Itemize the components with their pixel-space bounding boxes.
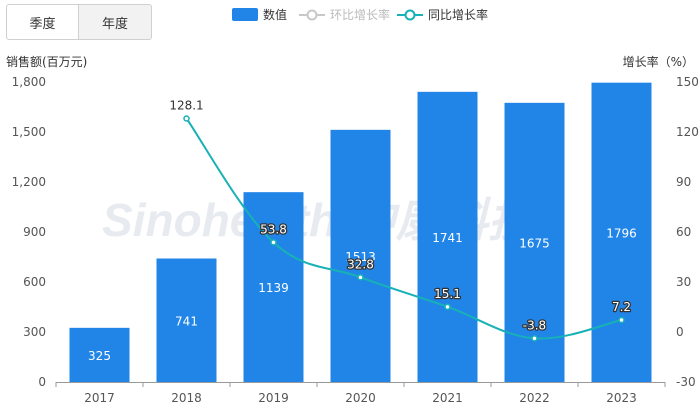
- y-left-tick-label: 0: [38, 375, 46, 389]
- legend-swatch-bar[interactable]: [232, 8, 258, 21]
- bar: [591, 82, 652, 383]
- legend-label-qoq[interactable]: 环比增长率: [330, 7, 390, 22]
- y-axis-right-title: 增长率（%）: [623, 54, 694, 69]
- yoy-point: [270, 239, 277, 246]
- y-left-tick-label: 900: [23, 225, 46, 239]
- yoy-growth-labels: 128.1 53.8 32.8 15.1 -3.8 7.2: [169, 99, 632, 334]
- yoy-point: [357, 274, 364, 281]
- x-tick-label: 2023: [606, 391, 637, 405]
- yoy-point: [531, 335, 538, 342]
- yoy-growth-points: [183, 115, 625, 342]
- yoy-growth-line: [185, 117, 622, 340]
- bar-value-label: 325: [88, 349, 111, 363]
- yoy-point: [618, 316, 625, 324]
- y-axis-right-ticks: -30 0 30 60 90 120 150: [676, 75, 699, 389]
- bar-value-label: 1139: [258, 281, 289, 295]
- bar: [330, 129, 391, 382]
- yoy-value-label: 15.1: [434, 287, 461, 301]
- yoy-point: [183, 115, 190, 122]
- bar-value-label: 741: [175, 314, 198, 328]
- y-right-tick-label: 0: [676, 325, 684, 339]
- bar-value-label: 1796: [606, 226, 637, 240]
- bar: [243, 192, 304, 382]
- legend-label-bar[interactable]: 数值: [263, 7, 287, 22]
- legend-swatch-qoq[interactable]: [299, 9, 325, 21]
- y-right-tick-label: 120: [676, 125, 699, 139]
- bar-data-labels: 325 741 1139 1513 1741 1675 1796: [88, 226, 637, 363]
- x-tick-label: 2020: [345, 391, 376, 405]
- bar: [417, 91, 478, 382]
- yoy-point: [444, 303, 451, 311]
- period-tabs: 季度 年度: [6, 4, 152, 40]
- x-tick-label: 2018: [171, 391, 202, 405]
- bar-value-label: 1513: [345, 250, 376, 264]
- legend-swatch-yoy[interactable]: [397, 9, 423, 21]
- y-right-tick-label: 90: [676, 175, 691, 189]
- y-left-tick-label: 1,500: [12, 125, 46, 139]
- y-left-tick-label: 1,200: [12, 175, 46, 189]
- tab-year[interactable]: 年度: [79, 4, 152, 40]
- x-tick-label: 2019: [258, 391, 289, 405]
- bar-value-label: 1675: [519, 236, 550, 250]
- y-left-tick-label: 300: [23, 325, 46, 339]
- bar: [69, 327, 130, 382]
- y-axis-left-ticks: 0 300 600 900 1,200 1,500 1,800: [12, 75, 46, 389]
- y-left-tick-label: 1,800: [12, 75, 46, 89]
- bar-value-label: 1741: [432, 231, 463, 245]
- bar: [156, 258, 217, 382]
- y-left-tick-label: 600: [23, 275, 46, 289]
- yoy-value-label: 32.8: [347, 257, 374, 271]
- y-right-tick-label: 30: [676, 275, 691, 289]
- y-right-tick-label: 150: [676, 75, 699, 89]
- tab-quarter[interactable]: 季度: [6, 4, 79, 40]
- x-tick-label: 2021: [432, 391, 463, 405]
- y-right-tick-label: 60: [676, 225, 691, 239]
- legend-label-yoy[interactable]: 同比增长率: [428, 7, 488, 22]
- yoy-value-label: 7.2: [612, 300, 631, 314]
- yoy-value-label: 128.1: [169, 99, 203, 113]
- legend: 数值 环比增长率 同比增长率: [232, 7, 488, 22]
- x-tick-label: 2017: [84, 391, 115, 405]
- y-axis-left-title: 销售额(百万元): [6, 54, 87, 69]
- x-tick-label: 2022: [519, 391, 550, 405]
- x-axis-ticks: 2017 2018 2019 2020 2021 2022 2023: [55, 382, 666, 405]
- y-right-tick-label: -30: [676, 375, 696, 389]
- yoy-value-label: -3.8: [523, 318, 546, 332]
- yoy-value-label: 53.8: [260, 222, 287, 236]
